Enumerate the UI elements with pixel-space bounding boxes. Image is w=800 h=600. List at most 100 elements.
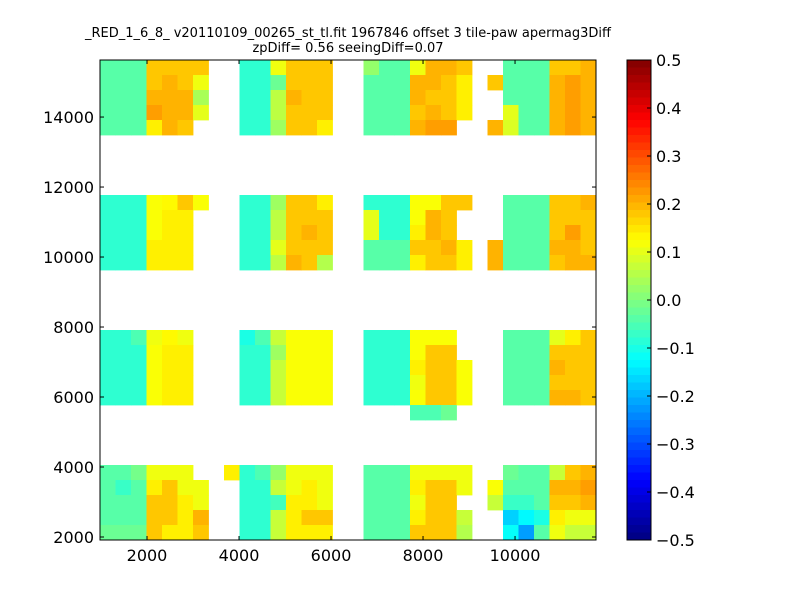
heatmap-cell [518,210,535,226]
heatmap-cell [100,525,116,541]
heatmap-cell [146,510,163,526]
heatmap-cell [255,240,271,256]
heatmap-cell [425,75,442,91]
heatmap-cell [394,225,411,241]
heatmap-cell [549,480,566,496]
heatmap-cell [441,345,457,361]
heatmap-cell [162,210,178,226]
heatmap-cell [146,525,163,541]
heatmap-cell [131,495,147,511]
heatmap-cell [580,255,597,271]
heatmap-cell [131,60,147,76]
heatmap-cell [503,210,519,226]
heatmap-cell [100,390,116,406]
heatmap-cell [518,75,535,91]
heatmap-cell [565,210,581,226]
heatmap-cell [270,105,287,121]
heatmap-cell [115,210,132,226]
colorbar-segment [627,255,651,263]
heatmap-cell [255,120,271,136]
heatmap-cell [100,480,116,496]
heatmap-cell [193,510,209,526]
colorbar-segment [627,195,651,203]
heatmap-cell [255,255,271,271]
heatmap-cell [162,345,178,361]
heatmap-cell [131,75,147,91]
heatmap-cell [100,60,116,76]
heatmap-cell [441,120,457,136]
colorbar-segment [627,517,651,526]
heatmap-cell [177,480,194,496]
heatmap-cell [301,510,318,526]
heatmap-cell [270,210,287,226]
heatmap-cell [534,255,550,271]
colorbar-tick-label: −0.2 [656,387,695,406]
heatmap-cell [162,240,178,256]
heatmap-cell [503,225,519,241]
colorbar-segment [627,127,651,136]
colorbar-segment [627,90,651,98]
heatmap-cell [394,495,411,511]
heatmap-cell [146,360,163,376]
heatmap-cell [394,510,411,526]
heatmap-cell [565,75,581,91]
heatmap-cell [518,225,535,241]
heatmap-cell [580,90,597,106]
heatmap-cell [301,390,318,406]
heatmap-cell [503,75,519,91]
heatmap-cell [410,210,426,226]
heatmap-cell [146,240,163,256]
heatmap-cell [177,390,194,406]
heatmap-cell [286,105,302,121]
colorbar-segment [627,180,651,188]
heatmap-cell [441,195,457,211]
heatmap-cell [162,510,178,526]
heatmap-cell [317,510,333,526]
heatmap-cell [162,375,178,391]
heatmap-cell [162,465,178,481]
colorbar-segment [627,270,651,278]
heatmap-cell [286,525,302,541]
heatmap-cell [363,60,380,76]
heatmap-cell [549,375,566,391]
heatmap-cell [503,195,519,211]
heatmap-cell [565,60,581,76]
heatmap-cell [131,345,147,361]
heatmap-cell [301,60,318,76]
heatmap-cell [363,210,380,226]
heatmap-cell [441,210,457,226]
heatmap-cell [255,495,271,511]
heatmap-cell [177,360,194,376]
heatmap-cell [456,75,473,91]
heatmap-cell [549,210,566,226]
heatmap-cell [379,390,395,406]
heatmap-cell [115,60,132,76]
heatmap-cell [286,510,302,526]
heatmap-cell [549,120,566,136]
heatmap-cell [100,360,116,376]
heatmap-cell [239,360,256,376]
heatmap-cell [441,360,457,376]
heatmap-cell [441,330,457,346]
heatmap-cell [177,255,194,271]
heatmap-cell [131,120,147,136]
heatmap-cell [441,75,457,91]
heatmap-cell [255,480,271,496]
heatmap-cell [317,375,333,391]
heatmap-cell [363,105,380,121]
heatmap-cell [146,495,163,511]
colorbar-tick-label: −0.4 [656,483,695,502]
colorbar-tick-label: 0.1 [656,243,681,262]
heatmap-cell [270,120,287,136]
heatmap-cell [425,465,442,481]
heatmap-cell [425,225,442,241]
heatmap-cell [177,195,194,211]
heatmap-cell [565,90,581,106]
heatmap-cell [363,375,380,391]
heatmap-cell [503,255,519,271]
heatmap-cell [177,105,194,121]
heatmap-cell [565,345,581,361]
heatmap-cell [534,240,550,256]
heatmap-cell [146,210,163,226]
